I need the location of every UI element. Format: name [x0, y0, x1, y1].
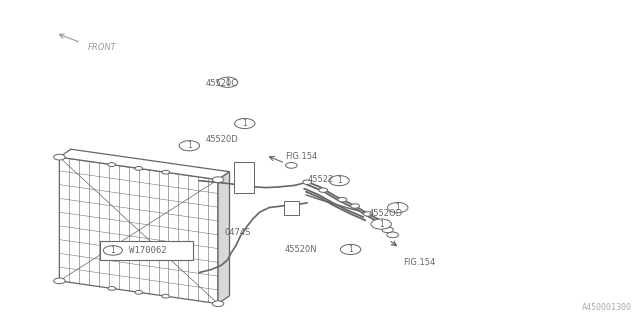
Circle shape	[303, 180, 312, 184]
Circle shape	[212, 177, 224, 182]
Text: FIG.154: FIG.154	[285, 152, 317, 161]
Circle shape	[338, 197, 347, 202]
Text: 4552OD: 4552OD	[369, 209, 403, 219]
Circle shape	[103, 246, 122, 255]
Circle shape	[162, 294, 170, 298]
Circle shape	[54, 278, 65, 284]
Bar	[234, 162, 254, 193]
Text: 1: 1	[111, 246, 115, 255]
Circle shape	[364, 212, 372, 216]
Circle shape	[135, 290, 143, 294]
Circle shape	[382, 227, 394, 233]
Polygon shape	[218, 172, 230, 304]
Text: 0474S: 0474S	[225, 228, 251, 237]
Circle shape	[108, 163, 116, 166]
Text: 1: 1	[243, 119, 247, 128]
Bar	[284, 201, 299, 215]
Circle shape	[319, 188, 328, 192]
Text: 1: 1	[396, 203, 400, 212]
Text: 1: 1	[187, 141, 192, 150]
Text: 1: 1	[348, 245, 353, 254]
Circle shape	[54, 154, 65, 160]
Text: FRONT: FRONT	[88, 43, 116, 52]
Circle shape	[387, 232, 398, 238]
Circle shape	[212, 301, 224, 307]
Circle shape	[371, 219, 392, 229]
Circle shape	[329, 176, 349, 186]
Text: FIG.154: FIG.154	[403, 258, 435, 267]
Text: 45522: 45522	[307, 174, 333, 184]
Circle shape	[351, 204, 360, 208]
Polygon shape	[60, 149, 230, 180]
Circle shape	[235, 118, 255, 129]
Circle shape	[162, 170, 170, 174]
Circle shape	[135, 166, 143, 170]
Polygon shape	[60, 157, 218, 304]
Text: 45520N: 45520N	[285, 245, 317, 254]
Text: A450001300: A450001300	[582, 303, 632, 312]
Circle shape	[108, 286, 116, 290]
Text: 45520C: 45520C	[205, 79, 237, 88]
Circle shape	[340, 244, 361, 254]
Text: 1: 1	[225, 78, 230, 87]
Circle shape	[388, 203, 408, 213]
Text: 1: 1	[337, 176, 342, 185]
Circle shape	[179, 141, 200, 151]
Text: W170062: W170062	[129, 246, 166, 255]
Text: 45520D: 45520D	[205, 135, 238, 144]
Circle shape	[218, 77, 238, 87]
Bar	[100, 241, 193, 260]
Text: 1: 1	[379, 220, 383, 228]
Circle shape	[285, 163, 297, 168]
